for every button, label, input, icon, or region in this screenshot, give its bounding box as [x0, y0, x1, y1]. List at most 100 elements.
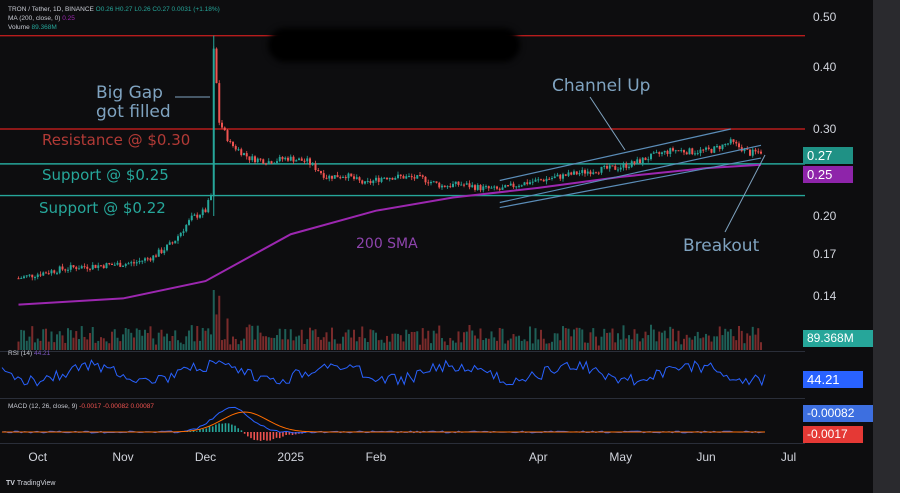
candle-body — [655, 152, 658, 154]
volume-bar — [529, 326, 531, 350]
candle-body — [61, 266, 64, 270]
candle-body — [303, 160, 306, 162]
macd-histogram-bar — [205, 428, 208, 432]
macd-histogram-bar — [199, 429, 201, 432]
volume-bar — [64, 342, 67, 350]
volume-bar — [578, 327, 581, 350]
volume-bar — [331, 327, 333, 350]
channel-top-line — [499, 128, 731, 182]
volume-bar — [501, 328, 504, 350]
candle-body — [677, 150, 680, 152]
volume-bar — [364, 338, 366, 350]
candle-body — [166, 244, 168, 251]
volume-bar — [509, 338, 512, 350]
candle-body — [199, 215, 201, 218]
ma-legend[interactable]: MA (200, close, 0) 0.25 — [8, 15, 75, 23]
candle-body — [562, 174, 564, 179]
candle-body — [573, 171, 575, 175]
volume-bar — [518, 335, 520, 350]
volume-bar — [589, 332, 592, 350]
candle-body — [639, 159, 641, 164]
volume-bar — [298, 335, 300, 350]
candle-body — [168, 242, 171, 245]
volume-bar — [207, 328, 210, 350]
candle-body — [614, 166, 617, 170]
candle-body — [584, 170, 586, 174]
volume-bar — [386, 335, 388, 350]
candle-body — [751, 149, 754, 156]
volume-bar — [421, 328, 424, 350]
candle-body — [548, 178, 551, 180]
candle-body — [504, 185, 507, 188]
volume-bar — [201, 327, 204, 350]
macd-legend[interactable]: MACD (12, 26, close, 9) -0.0017 -0.00082… — [8, 403, 154, 411]
support-022-label: Support @ $0.22 — [39, 199, 166, 217]
candle-body — [699, 149, 702, 154]
volume-bar — [188, 330, 190, 350]
y-tick-label: 0.50 — [813, 10, 837, 24]
candle-body — [611, 165, 614, 167]
candle-body — [273, 162, 276, 164]
candle-body — [424, 176, 427, 183]
volume-bar — [526, 341, 529, 350]
volume-bar — [336, 343, 339, 350]
volume-bar — [410, 331, 413, 350]
candle-body — [94, 264, 97, 268]
chart-frame: 0.50 0.40 0.30 0.20 0.17 0.14 Oct Nov Dec 2025 Feb… — [0, 0, 873, 493]
volume-bar — [256, 325, 259, 350]
volume-bar — [611, 328, 614, 350]
volume-bar — [94, 342, 97, 350]
candle-body — [306, 158, 309, 162]
macd-histogram-bar — [282, 432, 284, 437]
candle-body — [295, 160, 298, 162]
candle-body — [23, 276, 25, 278]
volume-legend[interactable]: Volume 89.368M — [8, 24, 57, 32]
tradingview-logo[interactable]: TV TradingView — [6, 480, 55, 487]
candle-body — [122, 265, 124, 267]
macd-legend-values: -0.0017 -0.00082 0.00087 — [79, 403, 154, 410]
candle-body — [545, 178, 548, 182]
candle-body — [617, 169, 619, 171]
candle-body — [42, 272, 45, 276]
x-tick-label: Jun — [696, 450, 715, 464]
tv-icon: TV — [6, 480, 15, 487]
candle-body — [735, 141, 738, 144]
candle-body — [333, 175, 336, 179]
candle-body — [652, 152, 655, 154]
volume-bar — [289, 329, 292, 350]
volume-bar — [42, 329, 45, 350]
volume-bar — [702, 337, 705, 350]
volume-bar — [471, 330, 474, 350]
volume-bar — [438, 325, 441, 350]
candle-body — [551, 178, 553, 180]
volume-bar — [454, 342, 457, 350]
volume-bar — [47, 341, 50, 350]
volume-bar — [380, 339, 383, 350]
candle-body — [347, 173, 350, 179]
volume-bar — [89, 333, 91, 350]
volume-bar — [496, 340, 498, 350]
right-gutter — [873, 0, 900, 493]
rsi-legend[interactable]: RSI (14) 44.21 — [8, 350, 50, 358]
volume-bar — [245, 327, 248, 350]
volume-bar — [652, 329, 655, 350]
volume-bar — [394, 333, 397, 350]
candle-body — [116, 262, 119, 265]
volume-bar — [754, 334, 757, 350]
volume-bar — [215, 314, 218, 350]
candle-body — [223, 127, 226, 131]
candle-body — [465, 183, 468, 185]
volume-bar — [325, 332, 328, 350]
candle-body — [732, 139, 735, 142]
volume-bar — [388, 341, 391, 350]
volume-bar — [281, 339, 284, 350]
macd-histogram-bar — [275, 432, 278, 438]
volume-bar — [669, 326, 672, 350]
volume-bar — [595, 336, 597, 350]
volume-bar — [567, 328, 570, 350]
volume-bar — [278, 328, 281, 350]
volume-bar — [534, 328, 537, 350]
symbol-legend[interactable]: TRON / Tether, 1D, BINANCE O0.26 H0.27 L… — [8, 6, 220, 14]
price-chart[interactable]: 0.50 0.40 0.30 0.20 0.17 0.14 Oct Nov Dec 2025 Feb… — [0, 0, 873, 493]
candle-body — [707, 147, 710, 149]
